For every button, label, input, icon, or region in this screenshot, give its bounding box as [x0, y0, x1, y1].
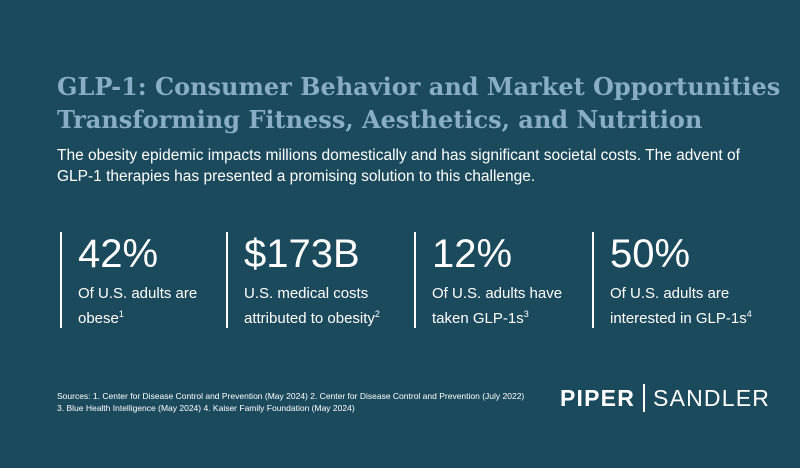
footnote-ref: 1 — [118, 309, 124, 319]
stat-obesity-rate: 42% Of U.S. adults are obese1 — [60, 232, 230, 328]
sources-line-1: Sources: 1. Center for Disease Control a… — [57, 391, 525, 401]
footnote-ref: 4 — [746, 309, 752, 319]
stat-label-text: Of U.S. adults have taken GLP-1s — [432, 285, 563, 327]
logo-part-piper: PIPER — [560, 384, 636, 411]
stat-label-text: Of U.S. adults are interested in GLP-1s — [610, 285, 747, 327]
stat-value: 42% — [78, 232, 159, 276]
stat-label: Of U.S. adults have taken GLP-1s3 — [432, 284, 584, 329]
footnote-ref: 3 — [523, 309, 529, 319]
sources-line-2: 3. Blue Health Intelligence (May 2024) 4… — [57, 403, 355, 413]
stat-label: Of U.S. adults are interested in GLP-1s4 — [610, 284, 772, 329]
stat-label-text: Of U.S. adults are obese — [78, 285, 198, 327]
title-line-1: GLP-1: Consumer Behavior and Market Oppo… — [57, 72, 781, 101]
footnote-ref: 2 — [374, 309, 380, 319]
stat-glp1-taken: 12% Of U.S. adults have taken GLP-1s3 — [414, 232, 584, 328]
stat-glp1-interest: 50% Of U.S. adults are interested in GLP… — [592, 232, 772, 328]
stat-medical-costs: $173B U.S. medical costs attributed to o… — [226, 232, 411, 328]
logo-part-sandler: SANDLER — [653, 384, 771, 411]
page-title: GLP-1: Consumer Behavior and Market Oppo… — [57, 70, 787, 136]
logo-divider — [643, 384, 646, 412]
stats-row: 42% Of U.S. adults are obese1 $173B U.S.… — [0, 232, 800, 332]
stat-label: Of U.S. adults are obese1 — [78, 284, 230, 329]
sources-footnote: Sources: 1. Center for Disease Control a… — [57, 390, 557, 414]
stat-label: U.S. medical costs attributed to obesity… — [244, 284, 411, 329]
piper-sandler-logo: PIPER SANDLER — [560, 384, 770, 412]
stat-value: 50% — [610, 232, 691, 276]
stat-value: $173B — [244, 232, 360, 276]
title-line-2: Transforming Fitness, Aesthetics, and Nu… — [57, 105, 703, 134]
stat-label-text: U.S. medical costs attributed to obesity — [244, 285, 375, 327]
intro-text: The obesity epidemic impacts millions do… — [57, 147, 740, 185]
stat-value: 12% — [432, 232, 513, 276]
